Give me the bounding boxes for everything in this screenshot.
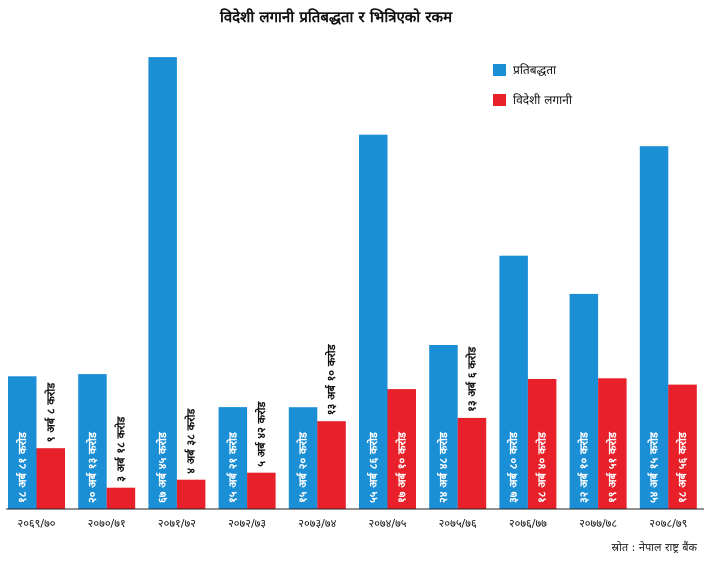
data-label: २४ अर्ब ४८ करोड [436, 431, 450, 503]
bar-foreign-investment [36, 448, 65, 509]
data-label: ४ अर्ब ३८ करोड [184, 408, 198, 474]
data-label: ५५ अर्ब ८६ करोड [366, 431, 380, 503]
x-tick-label: २०७१/७२ [158, 517, 196, 530]
data-label: ३ अर्ब १८ करोड [114, 416, 128, 482]
data-label: २० अर्ब १३ करोड [85, 431, 99, 503]
x-tick-label: २०७२/७३ [228, 517, 266, 530]
bars-layer [8, 57, 697, 509]
bar-foreign-investment [668, 384, 697, 509]
data-label: ६७ अर्ब ४५ करोड [155, 431, 169, 503]
data-label: १९ अर्ब ५१ करोड [605, 431, 619, 503]
x-tick-label: २०७४/७५ [368, 517, 406, 530]
bar-foreign-investment [247, 472, 276, 509]
data-label: १८ अर्ब ८१ करोड [15, 431, 29, 503]
bar-foreign-investment [106, 487, 136, 509]
bar-foreign-investment [598, 378, 627, 509]
value-labels: १८ अर्ब ८१ करोड ९ अर्ब ८ करोड २० अर्ब १३ क… [15, 343, 689, 503]
x-tick-label: २०७५/७६ [439, 517, 477, 530]
bar-foreign-investment [457, 417, 487, 509]
bar-commitment [78, 374, 107, 509]
bar-commitment [639, 146, 669, 509]
bar-commitment [569, 293, 599, 509]
legend-label: विदेशी लगानी [513, 93, 573, 107]
x-tick-label: २०७०/७१ [88, 517, 126, 530]
bar-commitment [8, 376, 37, 509]
legend-swatch [493, 94, 506, 106]
chart-title: विदेशी लगानी प्रतिबद्धता र भित्रिएको रकम [219, 8, 453, 26]
data-label: १५ अर्ब २१ करोड [225, 431, 239, 503]
data-label: ९ अर्ब ८ करोड [43, 382, 57, 442]
x-tick-label: २०७८/७९ [649, 517, 687, 530]
bar-foreign-investment [176, 479, 206, 509]
x-tick-label: २०७३/७४ [298, 517, 336, 530]
x-tick-label: २०६९/७० [17, 517, 55, 530]
legend-swatch [493, 64, 506, 76]
data-label: १५ अर्ब २० करोड [296, 431, 310, 503]
bar-commitment [429, 345, 458, 509]
data-label: ३७ अर्ब ८० करोड [506, 431, 520, 503]
bar-commitment [148, 57, 177, 509]
bar-foreign-investment [387, 389, 416, 509]
x-tick-label: २०७६/७७ [509, 517, 547, 530]
data-label: १८ अर्ब ४० करोड [535, 431, 549, 503]
source-note: स्रोत : नेपाल राष्ट्र बैंक [611, 541, 697, 554]
bar-foreign-investment [527, 379, 557, 509]
data-label: ३२ अर्ब १० करोड [576, 431, 590, 503]
bar-commitment [288, 407, 318, 509]
data-label: १७ अर्ब १० करोड [394, 431, 408, 503]
legend: प्रतिबद्धता विदेशी लगानी [493, 63, 573, 107]
data-label: ५४ अर्ब १५ करोड [647, 431, 661, 503]
data-label: १३ अर्ब ६ करोड [465, 346, 479, 412]
bar-foreign-investment [317, 421, 346, 509]
bar-commitment [218, 407, 248, 509]
bar-commitment [499, 255, 528, 509]
bar-commitment [359, 134, 388, 509]
x-axis-ticks: २०६९/७० २०७०/७१ २०७१/७२ २०७२/७३ २०७३/७४ २०७४/… [17, 517, 687, 530]
x-tick-label: २०७७/७८ [579, 517, 617, 530]
data-label: ५ अर्ब ४२ करोड [254, 401, 268, 467]
legend-label: प्रतिबद्धता [513, 63, 557, 77]
data-label: १८ अर्ब ५६ करोड [675, 431, 689, 503]
data-label: १३ अर्ब १० करोड [324, 343, 338, 415]
